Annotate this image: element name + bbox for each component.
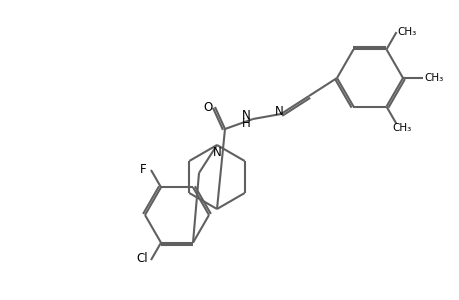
Text: CH₃: CH₃ <box>397 27 416 37</box>
Text: H: H <box>241 116 250 130</box>
Text: N: N <box>274 104 283 118</box>
Text: O: O <box>203 100 212 113</box>
Text: N: N <box>241 109 250 122</box>
Text: N: N <box>212 146 221 158</box>
Text: CH₃: CH₃ <box>424 73 442 83</box>
Text: F: F <box>140 164 146 176</box>
Text: CH₃: CH₃ <box>392 123 411 133</box>
Text: Cl: Cl <box>136 251 147 265</box>
